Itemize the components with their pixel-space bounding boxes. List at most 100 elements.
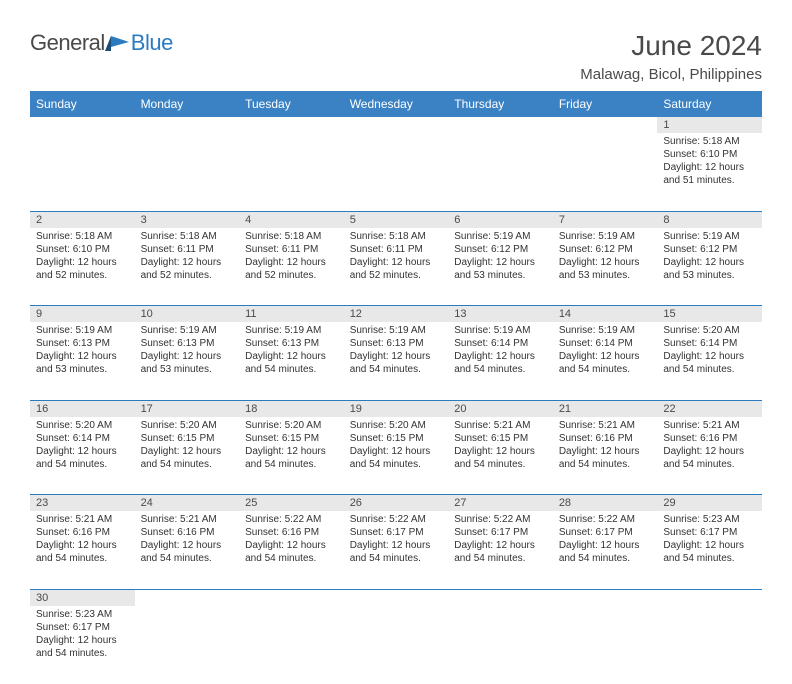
calendar-body: 1Sunrise: 5:18 AMSunset: 6:10 PMDaylight… <box>30 117 762 684</box>
day-content-cell: Sunrise: 5:21 AMSunset: 6:16 PMDaylight:… <box>657 417 762 495</box>
logo-text-1: General <box>30 30 105 56</box>
day-number-cell: 29 <box>657 495 762 512</box>
day-number-cell: 19 <box>344 400 449 417</box>
day-content-cell: Sunrise: 5:22 AMSunset: 6:16 PMDaylight:… <box>239 511 344 589</box>
day-content-cell <box>30 133 135 211</box>
day-content-row: Sunrise: 5:19 AMSunset: 6:13 PMDaylight:… <box>30 322 762 400</box>
weekday-header: Friday <box>553 91 658 117</box>
day-number-cell: 22 <box>657 400 762 417</box>
day-content-cell: Sunrise: 5:18 AMSunset: 6:11 PMDaylight:… <box>344 228 449 306</box>
day-content-cell: Sunrise: 5:18 AMSunset: 6:10 PMDaylight:… <box>30 228 135 306</box>
day-number-cell: 7 <box>553 211 658 228</box>
day-number-cell: 8 <box>657 211 762 228</box>
day-content-cell: Sunrise: 5:23 AMSunset: 6:17 PMDaylight:… <box>657 511 762 589</box>
day-content-cell: Sunrise: 5:18 AMSunset: 6:11 PMDaylight:… <box>135 228 240 306</box>
day-number-cell: 21 <box>553 400 658 417</box>
day-content-cell: Sunrise: 5:21 AMSunset: 6:15 PMDaylight:… <box>448 417 553 495</box>
day-content-row: Sunrise: 5:18 AMSunset: 6:10 PMDaylight:… <box>30 133 762 211</box>
day-content-cell: Sunrise: 5:19 AMSunset: 6:13 PMDaylight:… <box>30 322 135 400</box>
day-content-cell: Sunrise: 5:20 AMSunset: 6:14 PMDaylight:… <box>657 322 762 400</box>
location-text: Malawag, Bicol, Philippines <box>580 66 762 83</box>
day-number-cell <box>135 589 240 606</box>
day-content-cell: Sunrise: 5:19 AMSunset: 6:13 PMDaylight:… <box>344 322 449 400</box>
logo: General Blue <box>30 30 173 56</box>
day-number-cell: 3 <box>135 211 240 228</box>
day-number-row: 2345678 <box>30 211 762 228</box>
calendar-table: Sunday Monday Tuesday Wednesday Thursday… <box>30 91 762 684</box>
day-content-cell <box>448 133 553 211</box>
day-number-row: 16171819202122 <box>30 400 762 417</box>
day-number-row: 23242526272829 <box>30 495 762 512</box>
day-number-cell: 10 <box>135 306 240 323</box>
day-content-cell <box>239 606 344 684</box>
day-number-cell: 17 <box>135 400 240 417</box>
day-number-cell <box>553 117 658 133</box>
day-content-cell: Sunrise: 5:19 AMSunset: 6:12 PMDaylight:… <box>553 228 658 306</box>
day-number-cell: 11 <box>239 306 344 323</box>
day-number-cell: 16 <box>30 400 135 417</box>
day-content-cell: Sunrise: 5:19 AMSunset: 6:14 PMDaylight:… <box>553 322 658 400</box>
day-content-cell <box>553 133 658 211</box>
day-number-cell: 4 <box>239 211 344 228</box>
day-content-cell <box>344 606 449 684</box>
day-content-row: Sunrise: 5:23 AMSunset: 6:17 PMDaylight:… <box>30 606 762 684</box>
day-content-row: Sunrise: 5:20 AMSunset: 6:14 PMDaylight:… <box>30 417 762 495</box>
day-number-cell <box>553 589 658 606</box>
day-number-cell: 14 <box>553 306 658 323</box>
logo-flag-icon <box>105 33 129 51</box>
day-content-cell: Sunrise: 5:23 AMSunset: 6:17 PMDaylight:… <box>30 606 135 684</box>
day-content-cell: Sunrise: 5:19 AMSunset: 6:12 PMDaylight:… <box>448 228 553 306</box>
day-number-cell <box>239 589 344 606</box>
logo-text-2: Blue <box>131 30 173 56</box>
weekday-header: Wednesday <box>344 91 449 117</box>
day-content-row: Sunrise: 5:18 AMSunset: 6:10 PMDaylight:… <box>30 228 762 306</box>
day-number-cell: 24 <box>135 495 240 512</box>
day-content-cell <box>344 133 449 211</box>
weekday-header: Thursday <box>448 91 553 117</box>
day-content-cell: Sunrise: 5:22 AMSunset: 6:17 PMDaylight:… <box>344 511 449 589</box>
day-content-cell: Sunrise: 5:19 AMSunset: 6:13 PMDaylight:… <box>135 322 240 400</box>
day-number-cell: 20 <box>448 400 553 417</box>
day-content-cell: Sunrise: 5:18 AMSunset: 6:10 PMDaylight:… <box>657 133 762 211</box>
day-number-cell: 27 <box>448 495 553 512</box>
day-content-cell <box>239 133 344 211</box>
day-content-cell: Sunrise: 5:22 AMSunset: 6:17 PMDaylight:… <box>553 511 658 589</box>
day-content-cell <box>448 606 553 684</box>
day-content-cell <box>657 606 762 684</box>
day-content-cell: Sunrise: 5:19 AMSunset: 6:13 PMDaylight:… <box>239 322 344 400</box>
day-number-cell <box>448 589 553 606</box>
day-number-cell <box>657 589 762 606</box>
day-number-cell: 28 <box>553 495 658 512</box>
weekday-header: Sunday <box>30 91 135 117</box>
day-number-cell <box>344 589 449 606</box>
day-number-cell <box>135 117 240 133</box>
day-content-cell <box>135 133 240 211</box>
day-content-cell: Sunrise: 5:18 AMSunset: 6:11 PMDaylight:… <box>239 228 344 306</box>
day-number-cell <box>448 117 553 133</box>
day-number-cell: 9 <box>30 306 135 323</box>
day-content-cell: Sunrise: 5:20 AMSunset: 6:15 PMDaylight:… <box>135 417 240 495</box>
day-number-cell <box>344 117 449 133</box>
day-number-cell: 1 <box>657 117 762 133</box>
day-number-cell <box>239 117 344 133</box>
day-number-cell: 18 <box>239 400 344 417</box>
day-number-cell <box>30 117 135 133</box>
day-content-cell <box>553 606 658 684</box>
day-content-cell: Sunrise: 5:19 AMSunset: 6:12 PMDaylight:… <box>657 228 762 306</box>
day-number-cell: 23 <box>30 495 135 512</box>
day-number-row: 30 <box>30 589 762 606</box>
page-title: June 2024 <box>580 30 762 62</box>
day-content-cell: Sunrise: 5:19 AMSunset: 6:14 PMDaylight:… <box>448 322 553 400</box>
day-number-cell: 15 <box>657 306 762 323</box>
header: General Blue June 2024 Malawag, Bicol, P… <box>30 30 762 83</box>
day-content-cell: Sunrise: 5:21 AMSunset: 6:16 PMDaylight:… <box>135 511 240 589</box>
weekday-header: Tuesday <box>239 91 344 117</box>
day-number-cell: 26 <box>344 495 449 512</box>
title-block: June 2024 Malawag, Bicol, Philippines <box>580 30 762 83</box>
day-number-cell: 30 <box>30 589 135 606</box>
day-content-cell: Sunrise: 5:20 AMSunset: 6:15 PMDaylight:… <box>344 417 449 495</box>
day-content-cell: Sunrise: 5:21 AMSunset: 6:16 PMDaylight:… <box>30 511 135 589</box>
day-content-cell: Sunrise: 5:20 AMSunset: 6:14 PMDaylight:… <box>30 417 135 495</box>
day-number-cell: 12 <box>344 306 449 323</box>
day-number-row: 9101112131415 <box>30 306 762 323</box>
